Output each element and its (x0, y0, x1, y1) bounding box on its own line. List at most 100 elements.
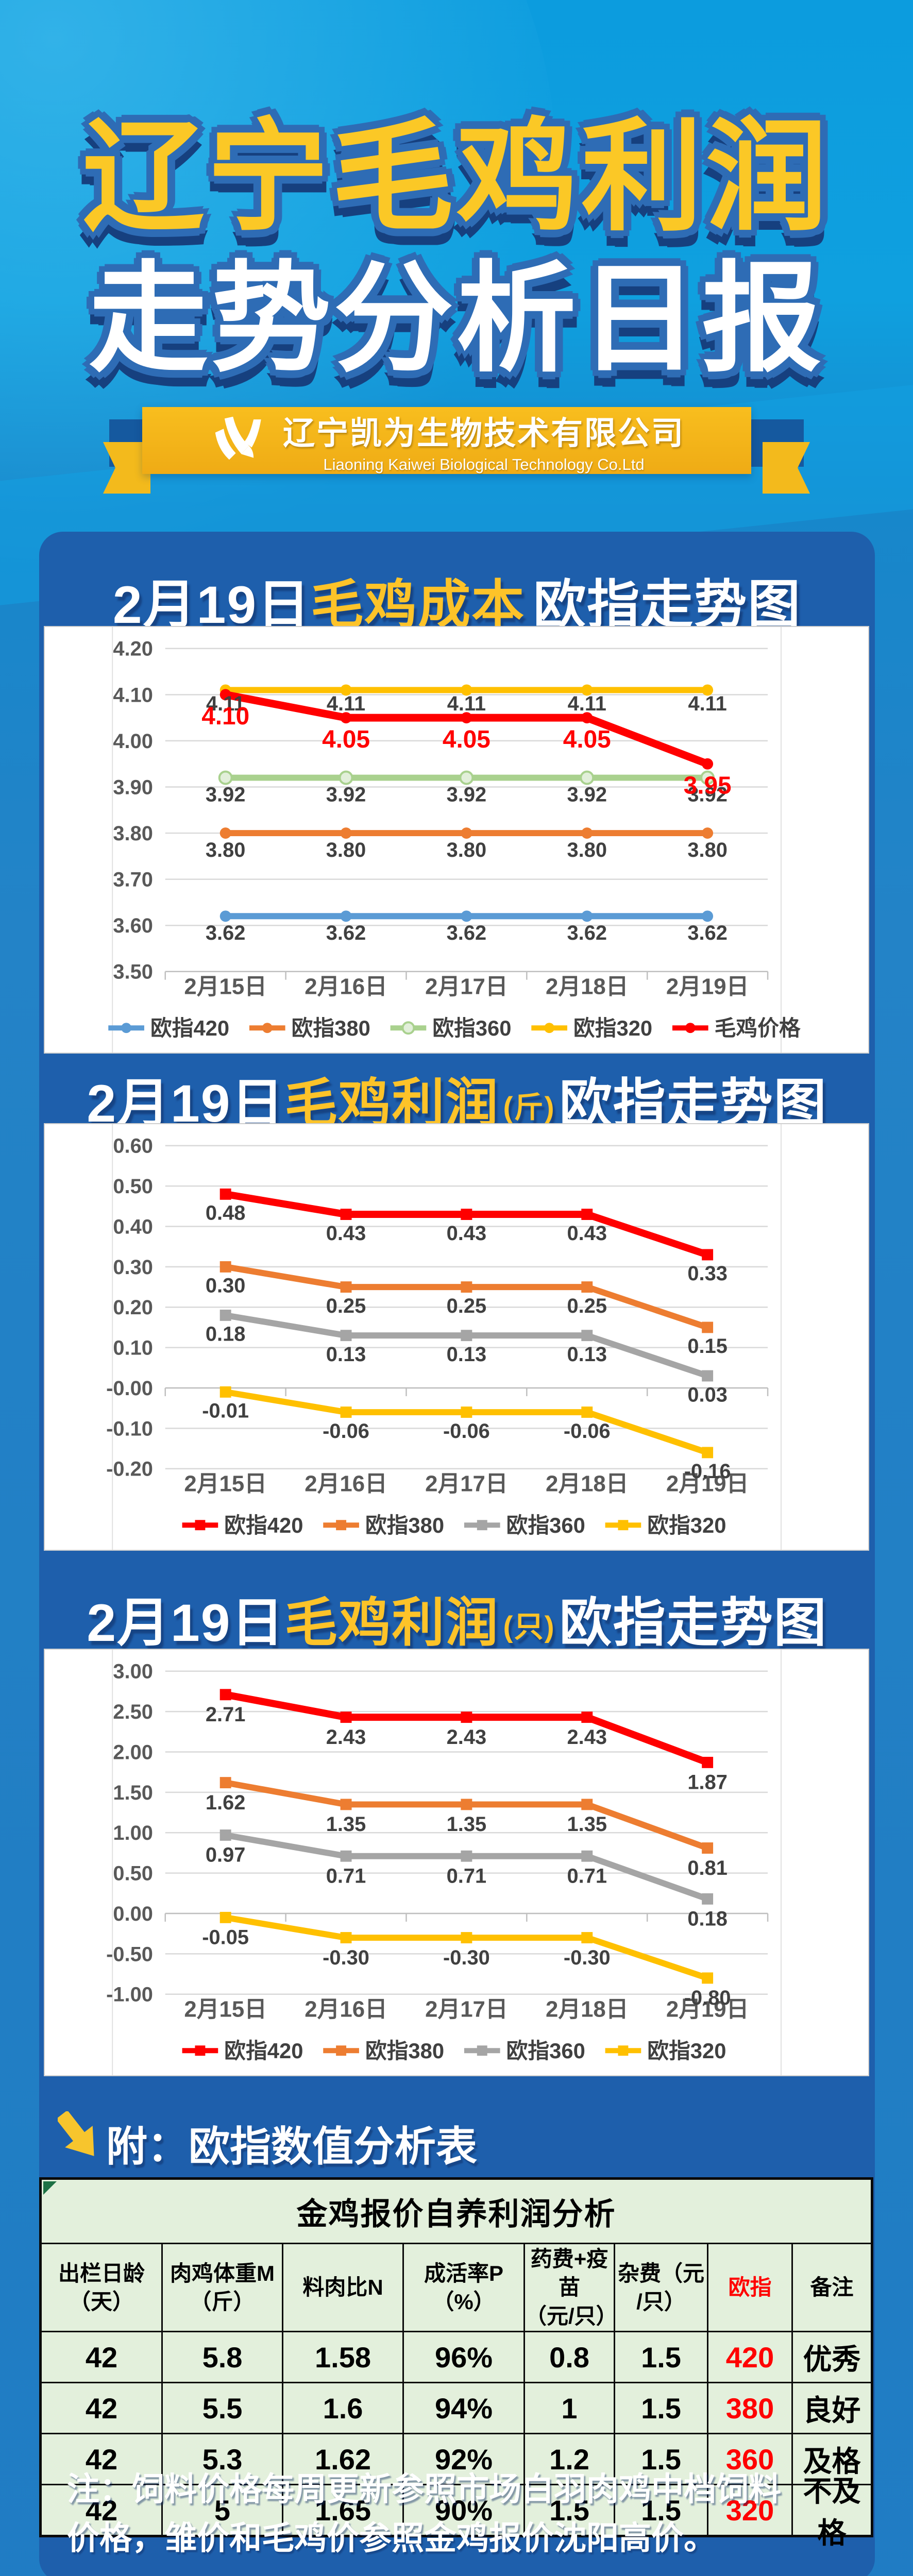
table-cell: 1.62 (283, 2434, 402, 2484)
chart3-title-prefix: 2月19日 (87, 1594, 285, 1652)
table-cell: 42 (42, 2383, 161, 2433)
table-cell: 92% (404, 2434, 523, 2484)
marker (219, 1777, 231, 1789)
table-cell: 94% (404, 2383, 523, 2433)
data-label: 2.71 (206, 1703, 245, 1726)
x-tick-label: 2月18日 (546, 974, 629, 999)
data-label: 4.05 (443, 726, 491, 753)
data-label: 3.80 (326, 839, 366, 861)
table-header-cell: 备注 (793, 2244, 871, 2331)
marker (581, 1281, 593, 1293)
legend-label: 欧指420 (224, 2039, 303, 2063)
marker (581, 1406, 593, 1418)
x-tick-label: 2月18日 (546, 1997, 629, 2022)
table-header-cell: 杂费（元/只） (615, 2244, 707, 2331)
marker (700, 770, 715, 785)
data-label: 0.81 (687, 1857, 727, 1879)
marker (580, 770, 595, 785)
data-label: 4.11 (327, 692, 365, 715)
y-tick-label: 4.10 (113, 684, 153, 706)
company-logo-icon (215, 416, 261, 460)
x-tick-label: 2月19日 (666, 1471, 749, 1497)
chart2-title-unit: (斤) (503, 1091, 555, 1124)
x-tick-label: 2月19日 (666, 974, 749, 999)
chart1-title: 2月19日毛鸡成本 欧指走势图 (39, 563, 875, 638)
table-cell: 1.5 (615, 2434, 707, 2484)
data-label: -0.30 (564, 1946, 611, 1969)
marker (340, 910, 352, 922)
marker (219, 1911, 231, 1923)
chart3-title-unit: (只) (503, 1611, 555, 1643)
data-label: 3.80 (567, 839, 607, 861)
data-label: 0.43 (447, 1222, 486, 1245)
y-tick-label: 3.60 (113, 914, 153, 937)
legend-label: 欧指320 (647, 2039, 726, 2063)
marker (461, 1209, 472, 1220)
marker (461, 1799, 472, 1810)
chart1-card: 4.20 4.10 4.00 3.90 3.80 3.70 3.60 3.50 2月15日 2月1… (44, 626, 869, 1054)
marker (461, 684, 472, 696)
data-label: 3.62 (447, 922, 486, 944)
y-tick-label: 3.70 (113, 869, 153, 891)
data-label: 1.35 (326, 1813, 366, 1836)
y-tick-label: 0.60 (113, 1135, 153, 1158)
legend-item: 欧指360 (464, 2039, 585, 2063)
data-label: 3.80 (687, 839, 727, 861)
section-arrow-icon (58, 2111, 94, 2156)
data-label: 0.71 (567, 1865, 607, 1887)
x-tick-label: 2月17日 (425, 974, 508, 999)
marker (340, 1281, 352, 1293)
marker (461, 712, 472, 724)
marker (581, 1799, 593, 1810)
data-label: 1.35 (447, 1813, 486, 1836)
chart2-card: 0.60 0.50 0.40 0.30 0.20 0.10 -0.00 -0.10 -0.20 2… (44, 1123, 869, 1551)
data-label: 0.25 (326, 1295, 366, 1317)
table-header-cell: 成活率P （%） (404, 2244, 523, 2331)
marker (702, 758, 714, 770)
y-tick-label: 1.00 (113, 1822, 153, 1844)
marker (340, 1850, 352, 1862)
data-label: 0.13 (447, 1343, 486, 1366)
table-cell: 380 (708, 2383, 791, 2433)
data-label: 3.62 (206, 922, 245, 944)
x-tick-label: 2月16日 (305, 974, 387, 999)
x-tick-label: 2月17日 (425, 1997, 508, 2022)
data-label: 1.62 (206, 1791, 245, 1814)
y-tick-label: 2.00 (113, 1741, 153, 1764)
chart1-title-prefix: 2月19日 (112, 575, 311, 634)
marker (340, 712, 352, 724)
data-label: 3.80 (447, 839, 486, 861)
data-label: -0.05 (202, 1926, 249, 1949)
page-title-line2: 走势分析日报 (88, 252, 824, 386)
data-label: 0.18 (687, 1908, 727, 1930)
data-label: 0.13 (567, 1343, 607, 1366)
data-label: 3.92 (447, 783, 486, 806)
profit-per-bird-chart: 3.00 2.50 2.00 1.50 1.00 0.50 0.00 -0.50 -1.00 2月… (106, 1650, 782, 2075)
marker (219, 827, 231, 839)
y-tick-label: 0.40 (113, 1215, 153, 1238)
chart1-title-highlight: 毛鸡成本 (311, 575, 526, 634)
marker (461, 1932, 472, 1943)
marker (340, 1330, 352, 1342)
data-label: 0.30 (206, 1275, 245, 1297)
data-label: 0.15 (687, 1335, 727, 1358)
data-label: 4.11 (568, 692, 606, 715)
legend-item: 欧指380 (323, 2039, 444, 2063)
company-name-en: Liaoning Kaiwei Biological Technology Co… (323, 455, 645, 473)
chart1-title-suffix: 欧指走势图 (533, 575, 802, 634)
chart3-title: 2月19日毛鸡利润 (只)欧指走势图 (39, 1581, 875, 1656)
x-tick-label: 2月15日 (184, 1997, 267, 2022)
data-label: 0.03 (687, 1383, 727, 1406)
data-label: -0.06 (564, 1420, 611, 1443)
marker (581, 1209, 593, 1220)
marker (702, 1447, 714, 1459)
table-cell: 5.5 (163, 2383, 282, 2433)
table-cell: 及格 (793, 2434, 871, 2484)
table-header-cell: 欧指 (708, 2244, 791, 2331)
legend-item: 欧指380 (249, 1016, 370, 1040)
data-label: -0.30 (443, 1946, 490, 1969)
marker (702, 1370, 714, 1382)
x-tick-label: 2月19日 (666, 1997, 749, 2022)
marker (219, 689, 231, 701)
legend-label: 欧指320 (647, 1513, 726, 1537)
